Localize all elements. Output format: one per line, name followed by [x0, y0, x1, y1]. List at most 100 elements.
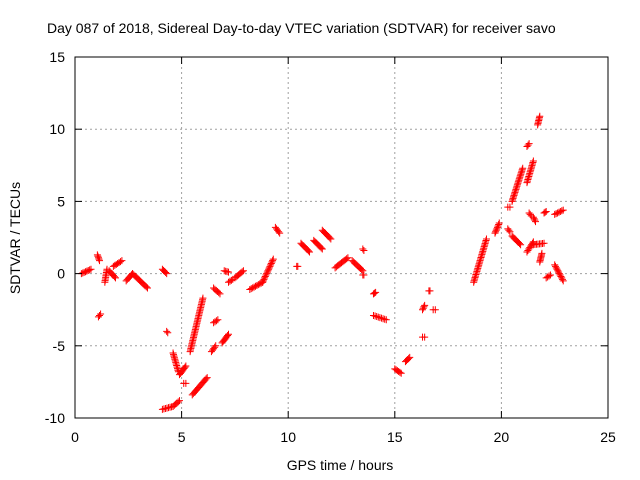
data-track — [210, 284, 224, 298]
data-point — [552, 264, 560, 272]
data-track — [536, 249, 546, 266]
data-point — [491, 229, 499, 237]
data-point — [162, 269, 170, 277]
y-tick-label: -5 — [53, 338, 66, 354]
data-track — [109, 257, 126, 270]
data-point — [369, 311, 377, 319]
data-point — [538, 249, 546, 257]
data-point — [492, 226, 500, 234]
data-track — [419, 301, 429, 314]
data-track — [129, 270, 151, 292]
data-point — [163, 327, 171, 335]
data-point — [536, 112, 544, 120]
data-point — [142, 283, 150, 291]
data-point — [554, 209, 562, 217]
data-point — [263, 270, 271, 278]
data-point — [373, 313, 381, 321]
data-track — [220, 267, 233, 276]
x-tick-label: 20 — [494, 429, 510, 445]
data-point — [506, 203, 514, 211]
data-point — [421, 333, 429, 341]
data-point — [264, 267, 272, 275]
data-point — [555, 268, 563, 276]
data-track — [259, 255, 277, 286]
x-tick-label: 10 — [280, 429, 296, 445]
data-track — [105, 267, 120, 282]
data-point — [265, 265, 273, 273]
data-point — [306, 248, 314, 256]
data-track — [186, 294, 207, 356]
data-point — [247, 285, 255, 293]
data-point — [546, 271, 554, 279]
data-point — [97, 310, 105, 318]
x-axis-label: GPS time / hours — [287, 457, 394, 473]
data-point — [551, 210, 559, 218]
data-point — [377, 314, 385, 322]
data-track — [158, 265, 171, 278]
data-track — [163, 327, 172, 337]
data-point — [224, 331, 232, 339]
data-track — [359, 271, 368, 279]
data-point — [495, 221, 503, 229]
data-track — [101, 265, 111, 286]
data-point — [396, 368, 404, 376]
data-point — [212, 317, 220, 325]
data-point — [269, 257, 277, 265]
data-track — [419, 333, 429, 341]
data-point — [541, 208, 549, 216]
data-point — [163, 270, 171, 278]
data-point — [551, 262, 559, 270]
x-tick-label: 25 — [600, 429, 616, 445]
data-track — [391, 365, 405, 377]
data-track — [534, 112, 544, 129]
data-point — [94, 252, 102, 260]
data-track — [93, 251, 104, 265]
data-point — [421, 301, 429, 309]
data-point — [530, 215, 538, 223]
y-tick-label: 0 — [57, 266, 65, 282]
data-point — [482, 235, 490, 243]
data-point — [371, 289, 379, 297]
data-track — [77, 265, 95, 278]
data-point — [199, 294, 207, 302]
data-track — [169, 397, 183, 410]
data-point — [262, 271, 270, 279]
data-track — [359, 245, 368, 254]
data-point — [557, 272, 565, 280]
x-tick-label: 15 — [387, 429, 403, 445]
data-point — [317, 244, 325, 252]
data-point — [379, 315, 387, 323]
data-point — [214, 316, 222, 324]
data-point — [372, 288, 380, 296]
data-point — [524, 141, 532, 149]
data-point — [96, 311, 104, 319]
data-point — [516, 240, 524, 248]
data-point — [381, 315, 389, 323]
data-point — [554, 267, 562, 275]
data-point — [174, 398, 182, 406]
data-point — [526, 210, 534, 218]
data-point — [558, 207, 566, 215]
data-point — [551, 261, 559, 269]
data-track — [529, 239, 548, 249]
data-point — [259, 278, 267, 286]
data-point — [256, 280, 264, 288]
data-track — [523, 157, 537, 187]
data-track — [180, 379, 190, 387]
data-point — [358, 266, 366, 274]
data-point — [374, 313, 382, 321]
plot-frame — [74, 56, 609, 419]
data-point — [382, 316, 390, 324]
data-point — [175, 397, 183, 405]
data-point — [253, 281, 261, 289]
data-track — [207, 342, 220, 356]
data-point — [182, 362, 190, 370]
y-tick-label: 5 — [57, 193, 65, 209]
data-track — [508, 164, 527, 205]
data-track — [523, 238, 537, 256]
data-point — [360, 271, 368, 279]
data-point — [211, 343, 219, 351]
data-track — [508, 232, 525, 249]
data-point — [555, 208, 563, 216]
